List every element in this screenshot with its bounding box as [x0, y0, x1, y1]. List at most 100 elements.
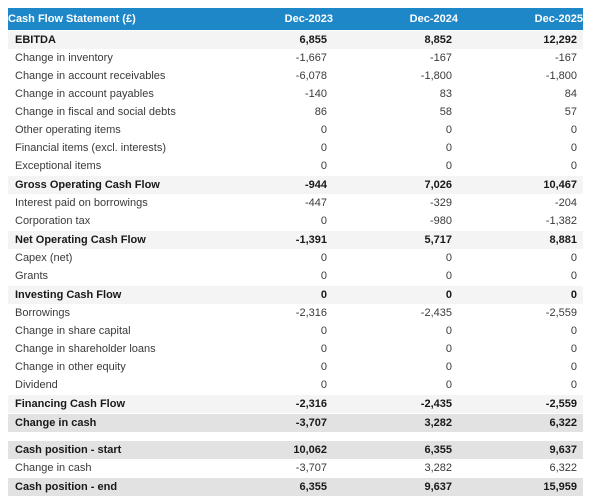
row-label: Financial items (excl. interests)	[8, 139, 208, 157]
row-label: Change in shareholder loans	[8, 340, 208, 358]
row-value-dec-2023: 0	[208, 358, 333, 376]
row-value-dec-2023: -3,707	[208, 413, 333, 432]
row-value-dec-2024: -1,800	[333, 67, 458, 85]
row-value-dec-2024: 0	[333, 376, 458, 395]
row-value-dec-2023: 10,062	[208, 440, 333, 459]
row-label: Change in fiscal and social debts	[8, 103, 208, 121]
row-value-dec-2024: 0	[333, 157, 458, 176]
table-row: Investing Cash Flow 0 0 0	[8, 285, 583, 304]
row-value-dec-2023: 86	[208, 103, 333, 121]
row-value-dec-2025: -1,382	[458, 212, 583, 231]
table-row: Corporation tax 0 -980 -1,382	[8, 212, 583, 231]
row-value-dec-2023: 0	[208, 139, 333, 157]
row-label: Cash position - end	[8, 477, 208, 496]
row-value-dec-2024: -2,435	[333, 304, 458, 322]
row-label: Borrowings	[8, 304, 208, 322]
table-row: Cash position - start 10,062 6,355 9,637	[8, 440, 583, 459]
row-value-dec-2023: -944	[208, 175, 333, 194]
row-value-dec-2024: 5,717	[333, 230, 458, 249]
column-header-dec-2024: Dec-2024	[333, 8, 458, 31]
row-value-dec-2025: 84	[458, 85, 583, 103]
table-row: Financing Cash Flow -2,316 -2,435 -2,559	[8, 394, 583, 414]
column-header-dec-2025: Dec-2025	[458, 8, 583, 31]
row-value-dec-2023: 0	[208, 121, 333, 139]
row-label: EBITDA	[8, 30, 208, 49]
row-value-dec-2023: -3,707	[208, 459, 333, 478]
row-label: Capex (net)	[8, 249, 208, 267]
row-value-dec-2023: 0	[208, 340, 333, 358]
row-value-dec-2024: 9,637	[333, 477, 458, 496]
row-value-dec-2024: -329	[333, 194, 458, 212]
table-row: Change in cash -3,707 3,282 6,322	[8, 459, 583, 478]
row-value-dec-2025: 0	[458, 249, 583, 267]
row-label: Change in cash	[8, 459, 208, 478]
row-value-dec-2025: -1,800	[458, 67, 583, 85]
table-row: Change in share capital 0 0 0	[8, 322, 583, 340]
spacer-cell	[8, 432, 583, 441]
row-value-dec-2024: 7,026	[333, 175, 458, 194]
row-value-dec-2024: -980	[333, 212, 458, 231]
table-row: Cash position - end 6,355 9,637 15,959	[8, 477, 583, 496]
row-value-dec-2025: 8,881	[458, 230, 583, 249]
row-value-dec-2023: 6,355	[208, 477, 333, 496]
row-value-dec-2025: 0	[458, 376, 583, 395]
row-value-dec-2025: 0	[458, 121, 583, 139]
table-row: Change in shareholder loans 0 0 0	[8, 340, 583, 358]
row-value-dec-2023: 0	[208, 157, 333, 176]
row-value-dec-2025: -167	[458, 49, 583, 67]
row-label: Change in account receivables	[8, 67, 208, 85]
row-value-dec-2025: 12,292	[458, 30, 583, 49]
table-row: Borrowings -2,316 -2,435 -2,559	[8, 304, 583, 322]
row-value-dec-2025: 0	[458, 139, 583, 157]
row-value-dec-2024: 0	[333, 322, 458, 340]
row-label: Change in other equity	[8, 358, 208, 376]
row-label: Financing Cash Flow	[8, 394, 208, 414]
row-value-dec-2023: -6,078	[208, 67, 333, 85]
table-row: Net Operating Cash Flow -1,391 5,717 8,8…	[8, 230, 583, 249]
row-value-dec-2024: 0	[333, 340, 458, 358]
row-value-dec-2025: 0	[458, 285, 583, 304]
row-value-dec-2023: 0	[208, 212, 333, 231]
row-value-dec-2024: 0	[333, 121, 458, 139]
row-value-dec-2023: -1,667	[208, 49, 333, 67]
table-row: Grants 0 0 0	[8, 267, 583, 286]
row-value-dec-2024: -167	[333, 49, 458, 67]
table-row: Exceptional items 0 0 0	[8, 157, 583, 176]
row-label: Corporation tax	[8, 212, 208, 231]
row-value-dec-2024: 0	[333, 267, 458, 286]
row-value-dec-2025: 0	[458, 157, 583, 176]
row-label: Change in inventory	[8, 49, 208, 67]
row-value-dec-2023: -447	[208, 194, 333, 212]
table-row: Interest paid on borrowings -447 -329 -2…	[8, 194, 583, 212]
row-value-dec-2024: 58	[333, 103, 458, 121]
row-value-dec-2024: 3,282	[333, 413, 458, 432]
row-value-dec-2023: 0	[208, 249, 333, 267]
spacer-row	[8, 432, 583, 441]
table-row: Change in account receivables -6,078 -1,…	[8, 67, 583, 85]
row-value-dec-2023: 0	[208, 285, 333, 304]
table-row: Change in inventory -1,667 -167 -167	[8, 49, 583, 67]
row-value-dec-2025: -2,559	[458, 304, 583, 322]
table-row: EBITDA 6,855 8,852 12,292	[8, 30, 583, 49]
row-value-dec-2024: 8,852	[333, 30, 458, 49]
table-row: Dividend 0 0 0	[8, 376, 583, 395]
row-value-dec-2023: 0	[208, 376, 333, 395]
table-title: Cash Flow Statement (£)	[8, 8, 208, 31]
row-value-dec-2025: 0	[458, 322, 583, 340]
row-label: Change in cash	[8, 413, 208, 432]
table-body: EBITDA 6,855 8,852 12,292 Change in inve…	[8, 30, 583, 496]
table-row: Gross Operating Cash Flow -944 7,026 10,…	[8, 175, 583, 194]
table-row: Change in fiscal and social debts 86 58 …	[8, 103, 583, 121]
table-row: Financial items (excl. interests) 0 0 0	[8, 139, 583, 157]
row-value-dec-2023: -2,316	[208, 394, 333, 414]
row-value-dec-2024: 0	[333, 139, 458, 157]
table-row: Change in other equity 0 0 0	[8, 358, 583, 376]
table-header-row: Cash Flow Statement (£) Dec-2023 Dec-202…	[8, 8, 583, 31]
row-value-dec-2025: -2,559	[458, 394, 583, 414]
row-value-dec-2024: 6,355	[333, 440, 458, 459]
row-value-dec-2025: -204	[458, 194, 583, 212]
row-value-dec-2025: 6,322	[458, 413, 583, 432]
table-row: Capex (net) 0 0 0	[8, 249, 583, 267]
row-label: Exceptional items	[8, 157, 208, 176]
row-value-dec-2023: -2,316	[208, 304, 333, 322]
